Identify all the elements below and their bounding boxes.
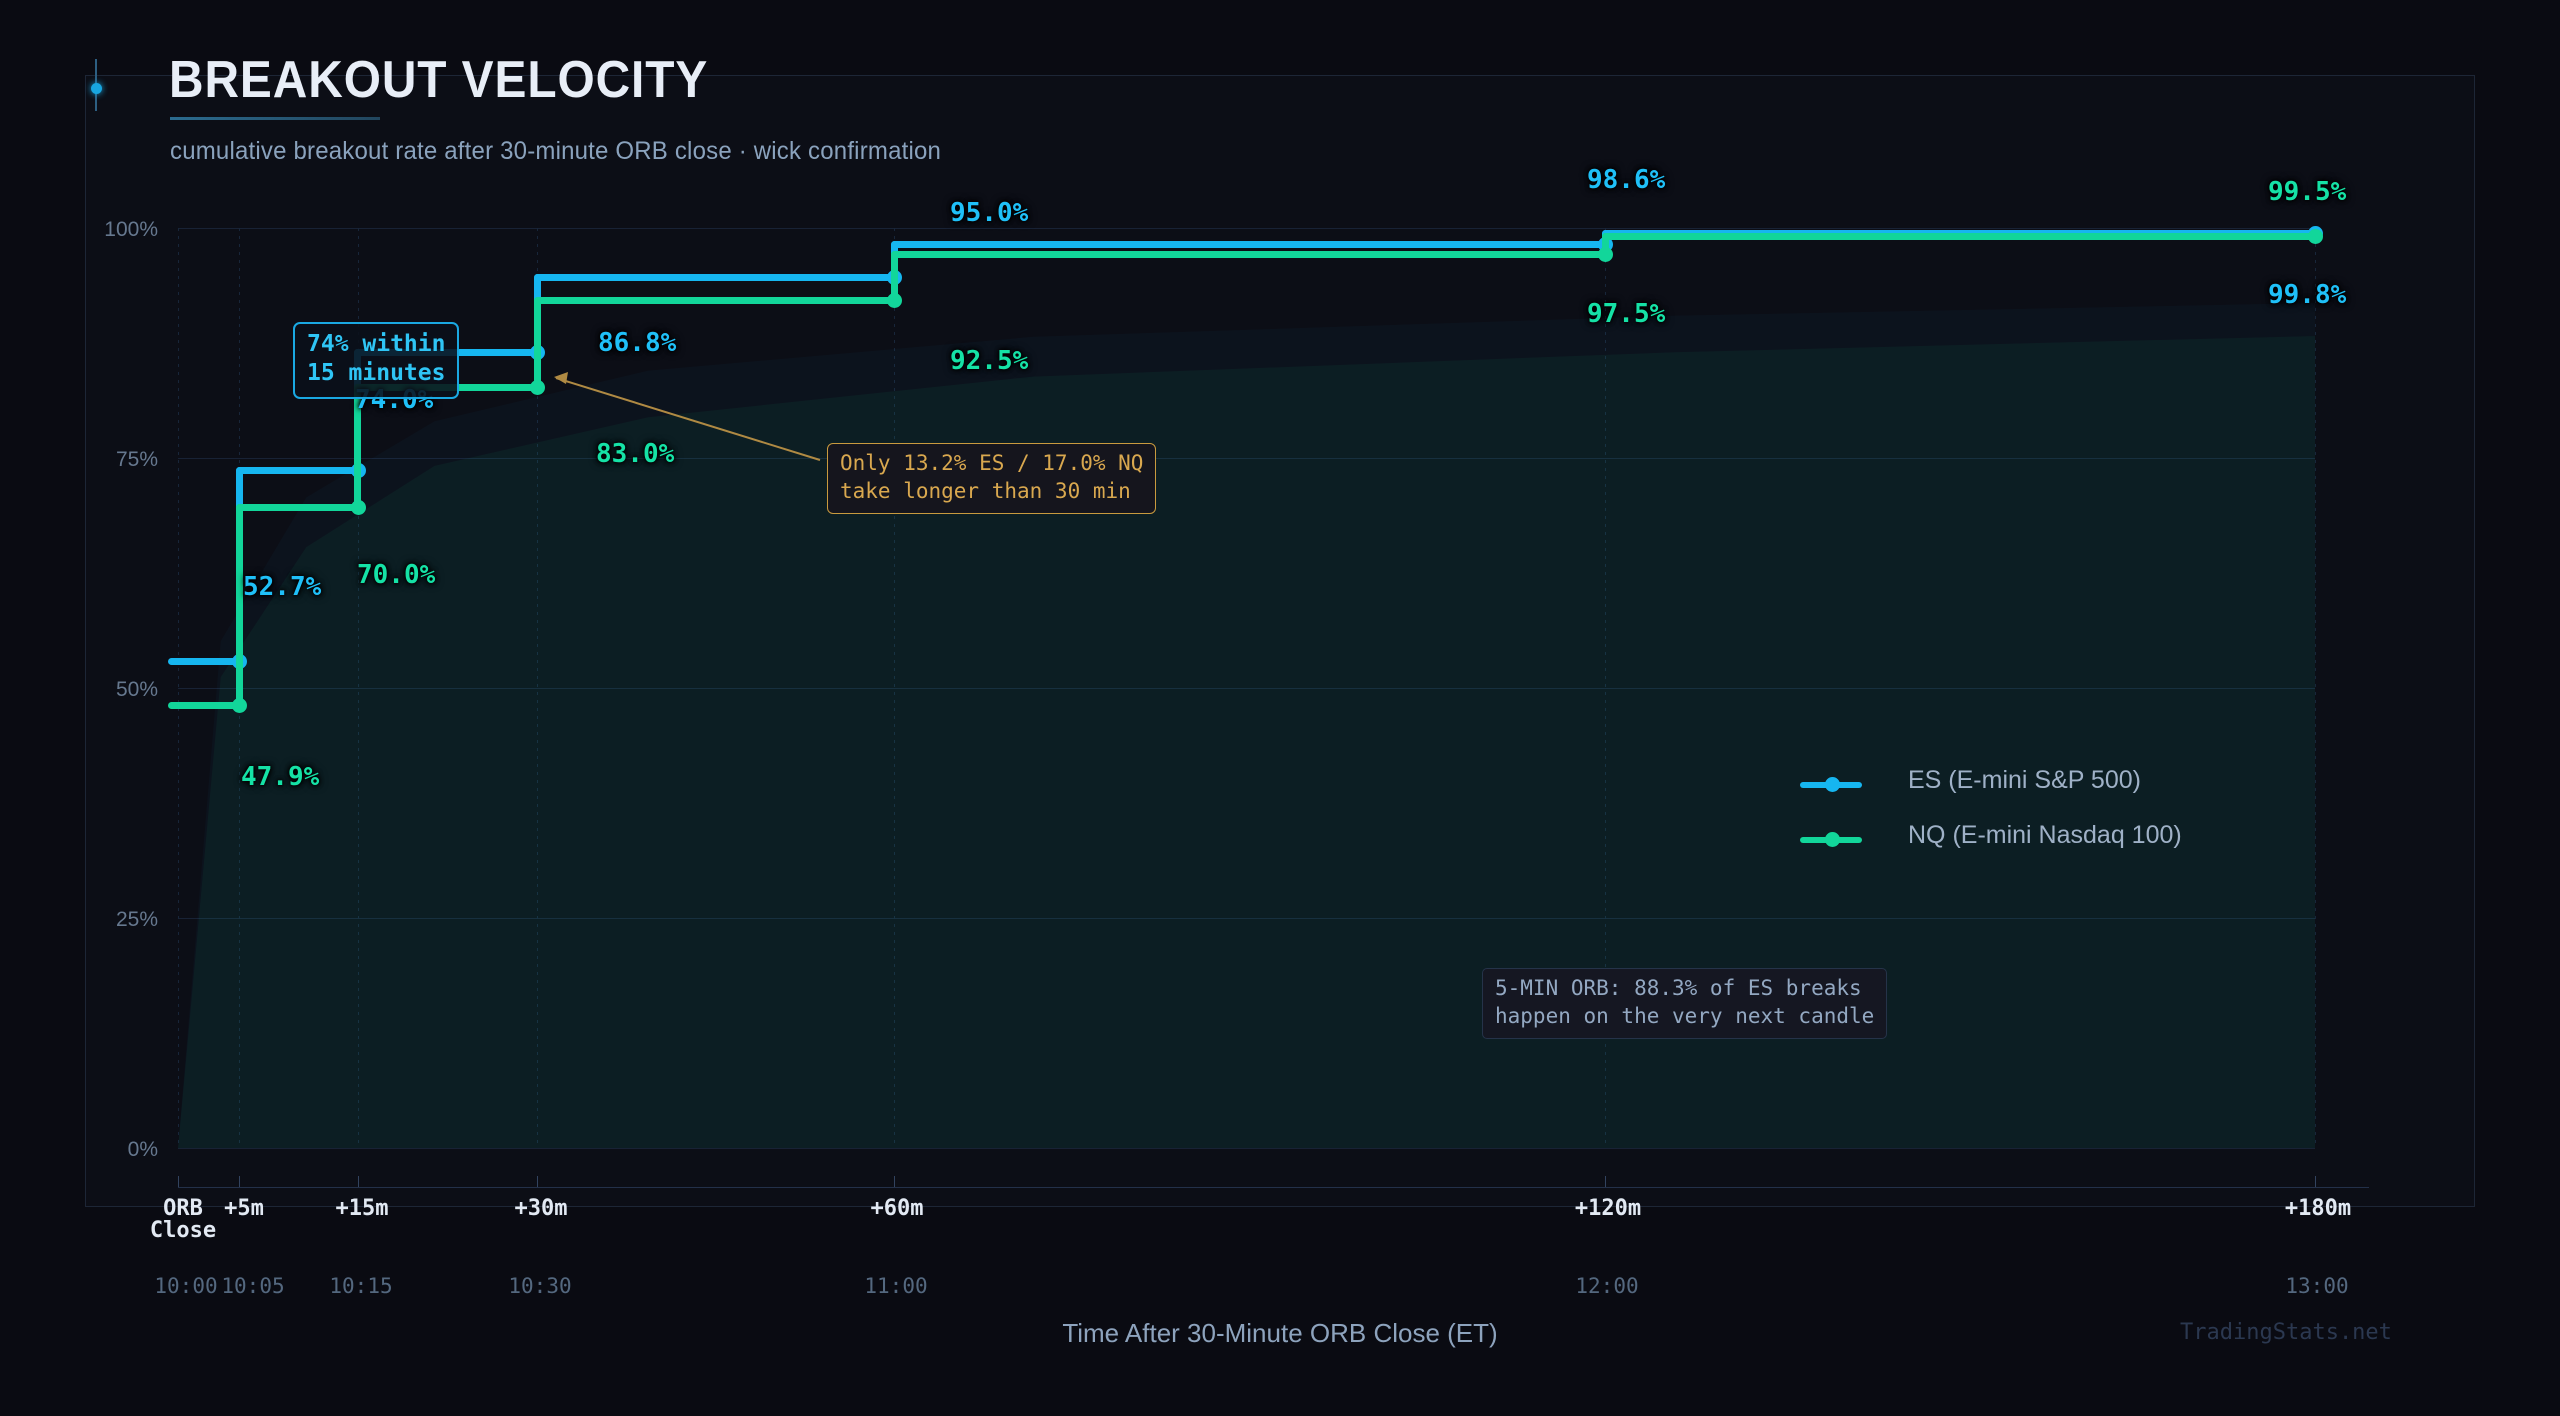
legend-swatch-es-dot <box>1825 777 1840 792</box>
nq-step-v-180m <box>1602 233 1609 255</box>
es-value-label-30m: 86.8% <box>598 328 677 358</box>
clock-label-1200: 12:00 <box>1575 1274 1639 1298</box>
callout-74-line1: 74% within <box>307 331 446 357</box>
clock-label-1030: 10:30 <box>508 1274 572 1298</box>
xtick-mark-5m <box>239 1176 240 1187</box>
annotation-over-30min-line1: Only 13.2% ES / 17.0% NQ <box>840 451 1144 475</box>
ytick-75: 75% <box>115 448 158 471</box>
nq-value-label-15m: 70.0% <box>357 560 436 590</box>
gridline-75 <box>178 458 2315 459</box>
watermark: TradingStats.net <box>2180 1320 2392 1345</box>
es-value-label-60m: 95.0% <box>950 198 1029 228</box>
xtick-label-15m: +15m <box>335 1196 389 1221</box>
title-underline <box>170 117 380 120</box>
callout-74-line2: 15 minutes <box>307 360 446 387</box>
es-step-h-15m <box>236 467 361 474</box>
annotation-5min-orb-line2: happen on the very next candle <box>1495 1003 1875 1028</box>
vgridline-180m <box>2315 228 2316 1148</box>
vgridline-60m <box>894 228 895 1148</box>
vgridline-orb <box>178 228 179 1148</box>
clock-label-1000: 10:00 <box>154 1274 218 1298</box>
es-value-label-180m: 99.8% <box>2268 280 2347 310</box>
nq-point-30m <box>530 380 545 395</box>
xtick-label-180m: +180m <box>2284 1196 2352 1221</box>
xtick-mark-orb <box>178 1176 179 1187</box>
xtick-label-orb-close: Close <box>149 1218 217 1243</box>
nq-point-180m <box>2308 229 2323 244</box>
callout-74-within-15min: 74% within 15 minutes <box>293 322 460 399</box>
nq-value-label-180m: 99.5% <box>2268 177 2347 207</box>
nq-point-15m <box>351 500 366 515</box>
ytick-100: 100% <box>104 218 158 241</box>
chart-card <box>85 75 2475 1207</box>
nq-point-60m <box>887 293 902 308</box>
chart-subtitle: cumulative breakout rate after 30-minute… <box>170 137 942 165</box>
xtick-label-120m: +120m <box>1574 1196 1642 1221</box>
vgridline-120m <box>1605 228 1606 1148</box>
title-status-dot-icon <box>91 83 102 94</box>
annotation-over-30min-line2: take longer than 30 min <box>840 478 1131 503</box>
x-axis-line <box>178 1187 2369 1188</box>
nq-value-label-30m: 83.0% <box>596 439 675 469</box>
gridline-50 <box>178 688 2315 689</box>
clock-label-1005: 10:05 <box>221 1274 285 1298</box>
es-value-label-120m: 98.6% <box>1587 165 1666 195</box>
clock-label-1300: 13:00 <box>2285 1274 2349 1298</box>
legend-label-nq: NQ (E-mini Nasdaq 100) <box>1908 821 2182 849</box>
nq-step-v-15m <box>236 504 243 706</box>
nq-step-h-120m <box>891 251 1609 258</box>
xtick-label-60m: +60m <box>870 1196 924 1221</box>
legend-swatch-nq-dot <box>1825 832 1840 847</box>
nq-step-h-180m <box>1602 233 2318 240</box>
nq-area-fill <box>178 336 2315 1148</box>
nq-step-h-15m <box>236 504 361 511</box>
es-step-h-60m <box>534 274 898 281</box>
nq-point-120m <box>1598 247 1613 262</box>
vgridline-30m <box>537 228 538 1148</box>
vgridline-15m <box>358 228 359 1148</box>
nq-step-h-5m <box>168 702 243 709</box>
ytick-50: 50% <box>115 678 158 701</box>
xtick-mark-15m <box>358 1176 359 1187</box>
x-axis-title: Time After 30-Minute ORB Close (ET) <box>1062 1318 1498 1348</box>
es-step-h-120m <box>891 241 1609 248</box>
ytick-25: 25% <box>115 908 158 931</box>
annotation-5min-orb-line1: 5-MIN ORB: 88.3% of ES breaks <box>1495 976 1862 1000</box>
nq-step-v-60m <box>534 297 541 388</box>
plot-area <box>168 226 2323 1149</box>
nq-step-h-60m <box>534 297 898 304</box>
xtick-mark-180m <box>2315 1176 2316 1187</box>
es-value-label-5m: 52.7% <box>243 572 322 602</box>
annotation-over-30min: Only 13.2% ES / 17.0% NQ take longer tha… <box>827 443 1157 515</box>
annotation-5min-orb: 5-MIN ORB: 88.3% of ES breaks happen on … <box>1482 968 1888 1040</box>
nq-value-label-120m: 97.5% <box>1587 299 1666 329</box>
nq-value-label-60m: 92.5% <box>950 346 1029 376</box>
es-step-h-5m <box>168 658 243 665</box>
legend-label-es: ES (E-mini S&P 500) <box>1908 766 2141 794</box>
nq-value-label-5m: 47.9% <box>241 762 320 792</box>
nq-step-v-30m <box>354 384 361 508</box>
gridline-25 <box>178 918 2315 919</box>
page-title: BREAKOUT VELOCITY <box>169 51 709 109</box>
clock-label-1015: 10:15 <box>329 1274 393 1298</box>
gridline-100 <box>178 228 2315 229</box>
nq-point-5m <box>232 698 247 713</box>
es-area-fill <box>178 303 2315 1148</box>
xtick-mark-120m <box>1605 1176 1606 1187</box>
ytick-0: 0% <box>127 1138 158 1161</box>
xtick-mark-60m <box>894 1176 895 1187</box>
xtick-mark-30m <box>537 1176 538 1187</box>
xtick-label-30m: +30m <box>514 1196 568 1221</box>
xtick-label-orb: ORB <box>163 1196 203 1221</box>
gridline-0 <box>178 1148 2315 1149</box>
nq-step-v-120m <box>891 251 898 301</box>
clock-label-1100: 11:00 <box>864 1274 928 1298</box>
xtick-label-5m: +5m <box>224 1196 264 1221</box>
